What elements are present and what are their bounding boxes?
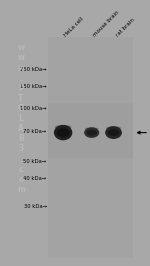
Ellipse shape — [57, 128, 70, 137]
Ellipse shape — [106, 126, 121, 130]
Text: o: o — [18, 175, 24, 184]
Text: HeLa cell: HeLa cell — [63, 16, 84, 37]
Text: .: . — [20, 74, 22, 83]
Text: c: c — [19, 165, 23, 174]
Text: rat brain: rat brain — [115, 17, 136, 37]
Text: mouse brain: mouse brain — [92, 9, 120, 37]
Text: w: w — [18, 53, 24, 63]
Text: L: L — [19, 114, 23, 123]
Text: 100 kDa→: 100 kDa→ — [20, 106, 46, 111]
Ellipse shape — [54, 125, 72, 140]
Text: 40 kDa→: 40 kDa→ — [23, 176, 46, 181]
Text: G: G — [18, 104, 24, 113]
Text: P: P — [18, 84, 24, 93]
Ellipse shape — [84, 127, 99, 138]
Text: 70 kDa→: 70 kDa→ — [23, 128, 46, 134]
Text: B: B — [18, 134, 24, 143]
Text: 50 kDa→: 50 kDa→ — [23, 160, 46, 164]
Ellipse shape — [85, 127, 99, 131]
Text: 3: 3 — [18, 144, 24, 153]
Text: 30 kDa→: 30 kDa→ — [24, 204, 46, 209]
Ellipse shape — [108, 129, 119, 136]
Text: w: w — [18, 43, 24, 52]
Text: 150 kDa→: 150 kDa→ — [20, 84, 46, 89]
Text: w: w — [18, 64, 24, 73]
Text: A: A — [18, 124, 24, 133]
Ellipse shape — [86, 130, 97, 136]
Text: 250 kDa→: 250 kDa→ — [20, 67, 46, 72]
Text: m: m — [17, 185, 25, 194]
Text: T: T — [18, 94, 24, 103]
Ellipse shape — [105, 126, 122, 139]
Text: .: . — [20, 155, 22, 164]
Ellipse shape — [55, 125, 71, 130]
